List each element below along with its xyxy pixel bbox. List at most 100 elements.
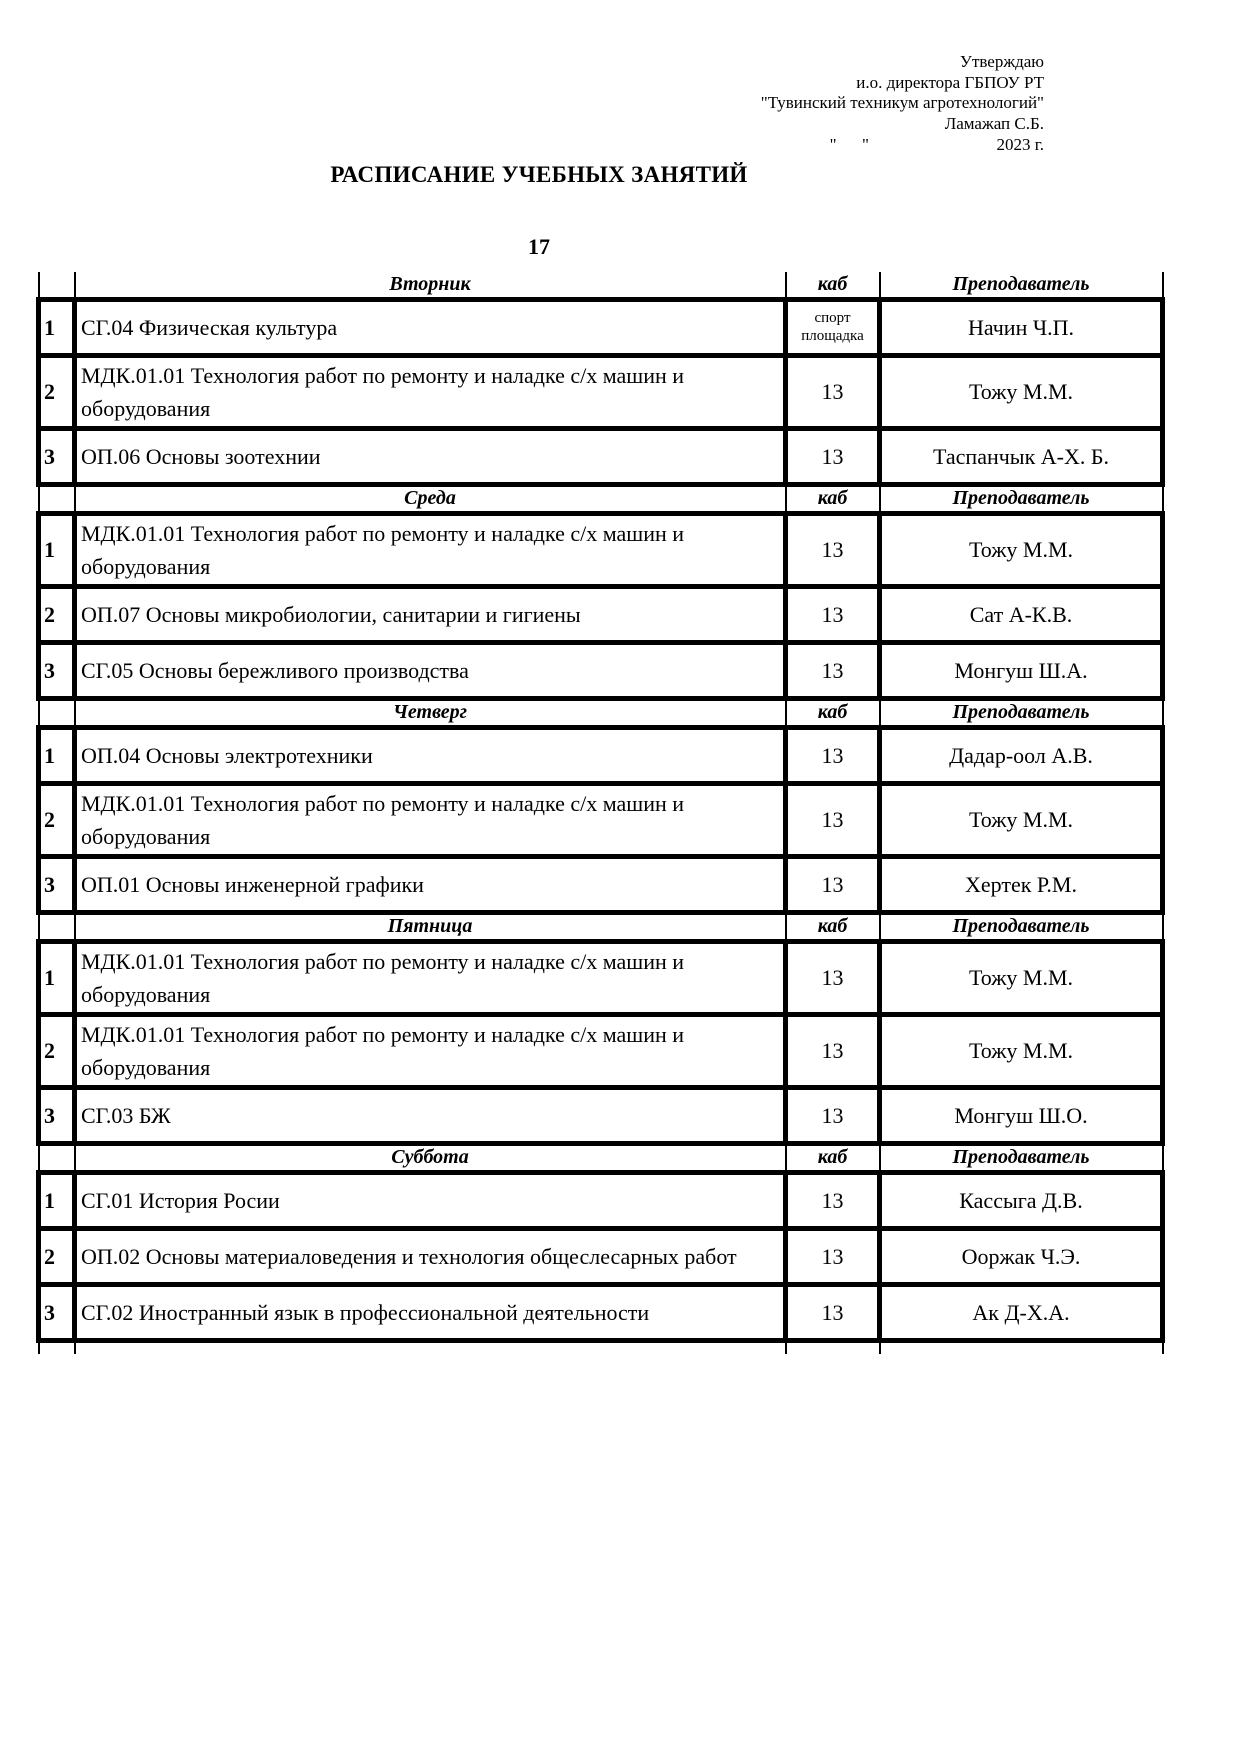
day-header-row: Вторник каб Преподаватель [37, 271, 1164, 303]
table-bottom-stub-cell [73, 1340, 787, 1354]
lesson-number: 2 [36, 584, 77, 646]
lesson-teacher: Кассыга Д.В. [877, 1170, 1165, 1232]
lesson-subject: ОП.04 Основы электротехники [72, 725, 788, 787]
day-header-row: Пятница каб Преподаватель [37, 912, 1164, 945]
day-name: Вторник [73, 271, 787, 303]
day-header-empty-cell [37, 1143, 76, 1176]
lesson-subject: СГ.05 Основы бережливого производства [72, 640, 788, 702]
lesson-row: 3 ОП.01 Основы инженерной графики 13 Хертек… [36, 854, 1165, 916]
lesson-row: 3 СГ.03 БЖ 13 Монгуш Ш.О. [36, 1085, 1165, 1147]
day-name: Среда [73, 484, 787, 517]
schedule-table: Вторник каб Преподаватель 1 СГ.04 Физическая… [36, 271, 1165, 1354]
cab-column-header: каб [784, 912, 881, 945]
lesson-row: 2 ОП.07 Основы микробиологии, санитарии и… [36, 584, 1165, 646]
lesson-teacher: Сат А-К.В. [877, 584, 1165, 646]
lesson-room: 13 [783, 1226, 882, 1288]
lesson-room: 13 [783, 511, 882, 590]
lesson-teacher: Таспанчык А-Х. Б. [877, 426, 1165, 488]
teacher-column-header: Преподаватель [878, 484, 1164, 517]
approval-block: Утверждаю и.о. директора ГБПОУ РТ "Тувин… [0, 0, 1240, 156]
lesson-subject: МДК.01.01 Технология работ по ремонту и … [72, 939, 788, 1018]
teacher-column-header: Преподаватель [878, 1143, 1164, 1176]
lesson-teacher: Монгуш Ш.О. [877, 1085, 1165, 1147]
approval-line: и.о. директора ГБПОУ РТ [856, 72, 1044, 92]
day-header-row: Суббота каб Преподаватель [37, 1143, 1164, 1176]
lesson-room: 13 [783, 1085, 882, 1147]
lesson-teacher: Тожу М.М. [877, 939, 1165, 1018]
day-name: Пятница [73, 912, 787, 945]
teacher-column-header: Преподаватель [878, 698, 1164, 731]
day-header-row: Четверг каб Преподаватель [37, 698, 1164, 731]
lesson-row: 2 МДК.01.01 Технология работ по ремонту и… [36, 781, 1165, 860]
lesson-subject: МДК.01.01 Технология работ по ремонту и … [72, 353, 788, 432]
lesson-row: 1 ОП.04 Основы электротехники 13 Дадар-оол … [36, 725, 1165, 787]
lesson-number: 2 [36, 353, 77, 432]
lesson-teacher: Дадар-оол А.В. [877, 725, 1165, 787]
approval-line: Утверждаю [959, 52, 1044, 71]
lesson-number: 1 [36, 939, 77, 1018]
cab-column-header: каб [784, 484, 881, 517]
group-number: 17 [528, 233, 550, 259]
lesson-number: 3 [36, 854, 77, 916]
lesson-subject: СГ.02 Иностранный язык в профессионально… [72, 1282, 788, 1344]
page-title: РАСПИСАНИЕ УЧЕБНЫХ ЗАНЯТИЙ [330, 161, 748, 187]
lesson-row: 2 МДК.01.01 Технология работ по ремонту и… [36, 1012, 1165, 1091]
lesson-number: 1 [36, 1170, 77, 1232]
lesson-subject: МДК.01.01 Технология работ по ремонту и … [72, 1012, 788, 1091]
lesson-number: 1 [36, 725, 77, 787]
lesson-teacher: Хертек Р.М. [877, 854, 1165, 916]
lesson-number: 3 [36, 426, 77, 488]
lesson-subject: МДК.01.01 Технология работ по ремонту и … [72, 511, 788, 590]
lesson-row: 1 МДК.01.01 Технология работ по ремонту и… [36, 939, 1165, 1018]
day-name: Четверг [73, 698, 787, 731]
table-bottom-stub-cell [784, 1340, 881, 1354]
day-header-empty-cell [37, 698, 76, 731]
lesson-number: 1 [36, 511, 77, 590]
cab-column-header: каб [784, 1143, 881, 1176]
lesson-row: 1 МДК.01.01 Технология работ по ремонту и… [36, 511, 1165, 590]
day-name: Суббота [73, 1143, 787, 1176]
lesson-teacher: Тожу М.М. [877, 1012, 1165, 1091]
lesson-room: 13 [783, 1170, 882, 1232]
teacher-column-header: Преподаватель [878, 271, 1164, 303]
lesson-room: 13 [783, 353, 882, 432]
table-bottom-stub-cell [878, 1340, 1164, 1354]
lesson-row: 3 СГ.02 Иностранный язык в профессиональн… [36, 1282, 1165, 1344]
lesson-teacher: Монгуш Ш.А. [877, 640, 1165, 702]
lesson-teacher: Тожу М.М. [877, 781, 1165, 860]
day-header-row: Среда каб Преподаватель [37, 484, 1164, 517]
lesson-room: 13 [783, 584, 882, 646]
lesson-teacher: Тожу М.М. [877, 511, 1165, 590]
lesson-room: спорт площадка [783, 297, 882, 359]
table-bottom-stub-row [37, 1340, 1164, 1354]
lesson-row: 3 ОП.06 Основы зоотехнии 13 Таспанчык А-Х. … [36, 426, 1165, 488]
lesson-room: 13 [783, 1282, 882, 1344]
teacher-column-header: Преподаватель [878, 912, 1164, 945]
cab-column-header: каб [784, 698, 881, 731]
approval-line: "Тувинский техникум агротехнологий" [760, 93, 1044, 113]
lesson-teacher: Тожу М.М. [877, 353, 1165, 432]
approval-date-line: " " 2023 г. [829, 134, 1044, 154]
lesson-room: 13 [783, 781, 882, 860]
lesson-subject: ОП.01 Основы инженерной графики [72, 854, 788, 916]
lesson-number: 1 [36, 297, 77, 359]
lesson-room: 13 [783, 640, 882, 702]
lesson-row: 2 МДК.01.01 Технология работ по ремонту и… [36, 353, 1165, 432]
lesson-room: 13 [783, 854, 882, 916]
lesson-number: 2 [36, 781, 77, 860]
lesson-teacher: Ак Д-Х.А. [877, 1282, 1165, 1344]
lesson-row: 1 СГ.01 История Росии 13 Кассыга Д.В. [36, 1170, 1165, 1232]
lesson-subject: СГ.03 БЖ [72, 1085, 788, 1147]
cab-column-header: каб [784, 271, 881, 303]
day-header-empty-cell [37, 484, 76, 517]
lesson-row: 3 СГ.05 Основы бережливого производства 13… [36, 640, 1165, 702]
day-header-empty-cell [37, 271, 76, 303]
lesson-teacher: Начин Ч.П. [877, 297, 1165, 359]
lesson-number: 2 [36, 1226, 77, 1288]
day-header-empty-cell [37, 912, 76, 945]
lesson-row: 2 ОП.02 Основы материаловедения и техноло… [36, 1226, 1165, 1288]
lesson-subject: СГ.01 История Росии [72, 1170, 788, 1232]
lesson-subject: ОП.07 Основы микробиологии, санитарии и … [72, 584, 788, 646]
lesson-teacher: Ооржак Ч.Э. [877, 1226, 1165, 1288]
